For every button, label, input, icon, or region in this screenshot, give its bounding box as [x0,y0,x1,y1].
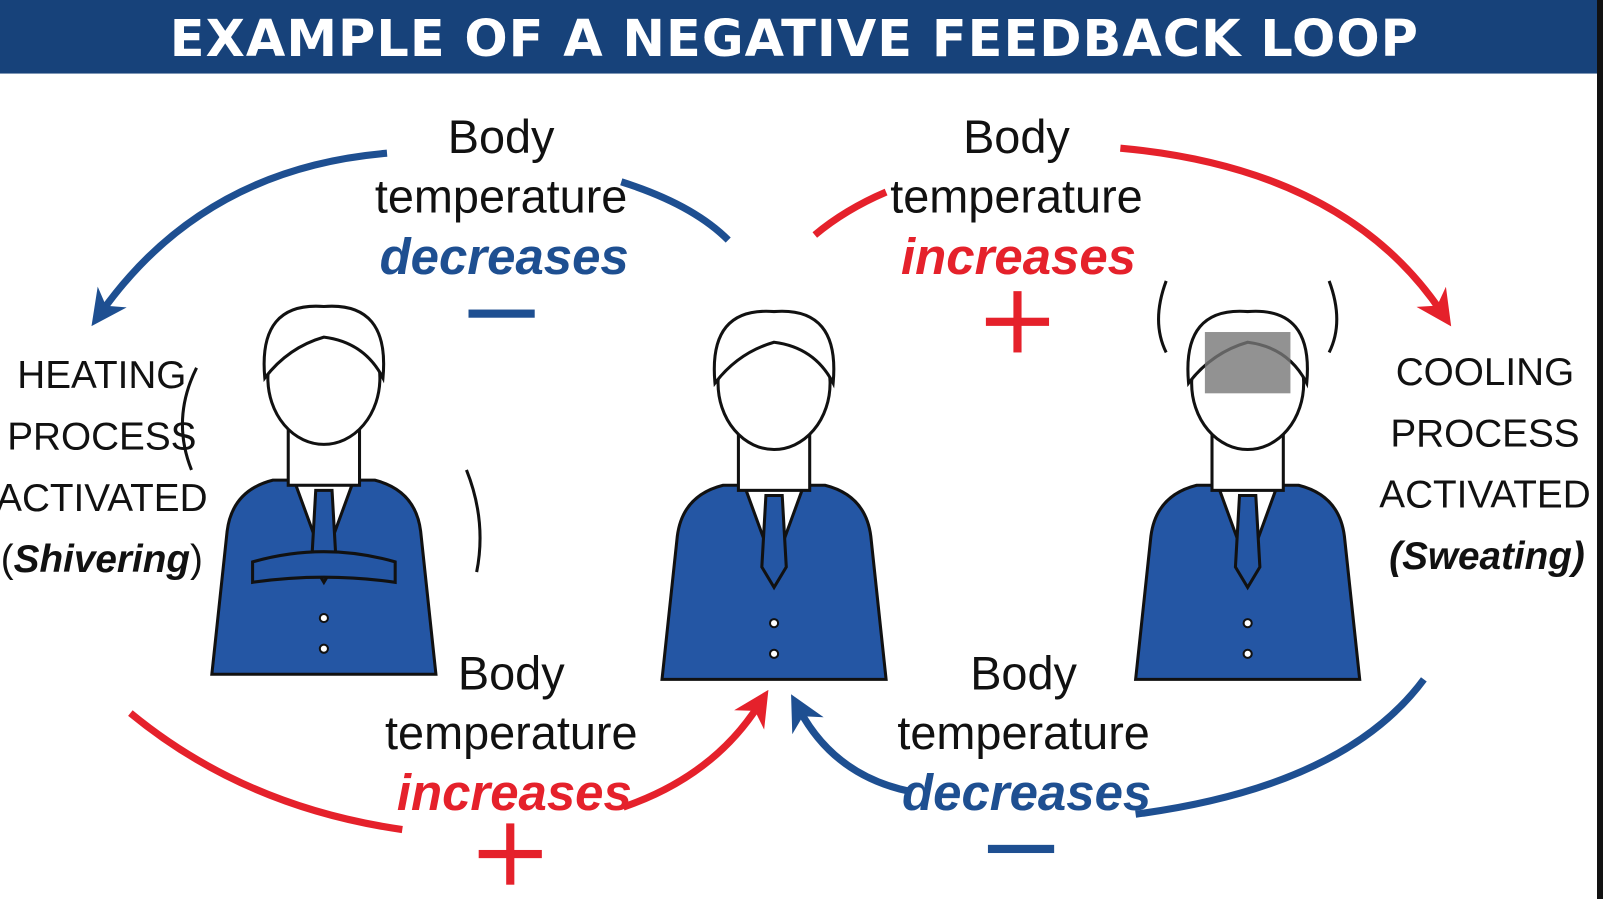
svg-text:increases: increases [397,764,632,821]
arrow-to-cooling [1120,144,1452,327]
svg-text:ACTIVATED: ACTIVATED [1379,474,1590,517]
sweating-person [1134,280,1362,681]
label-bottom-left: Body temperature increases [385,648,638,822]
heating-process-label: HEATING PROCESS ACTIVATED (Shivering) [0,354,208,581]
svg-text:Body: Body [448,111,555,163]
label-top-left: Body temperature decreases [375,111,629,285]
svg-text:temperature: temperature [897,707,1150,759]
title-banner [0,0,1597,74]
svg-text:decreases: decreases [380,228,629,285]
cooling-process-label: COOLING PROCESS ACTIVATED (Sweating) [1379,351,1590,578]
svg-text:temperature: temperature [375,170,628,222]
label-bottom-right: Body temperature decreases [897,648,1151,822]
arrow-cooling-to-normal [791,694,913,796]
svg-text:(Shivering): (Shivering) [1,538,203,581]
arrow-segment-bottom-left [128,710,403,834]
normal-person [660,309,888,681]
plus-sign-bottom [478,823,542,885]
svg-text:temperature: temperature [385,707,638,759]
minus-sign-top [468,309,535,318]
svg-text:ACTIVATED: ACTIVATED [0,477,208,520]
arrow-segment-top-right [812,188,888,238]
svg-text:HEATING: HEATING [17,354,186,397]
svg-text:Body: Body [970,648,1077,700]
label-top-right: Body temperature increases [890,111,1143,285]
svg-text:temperature: temperature [890,170,1143,222]
minus-sign-bottom [987,844,1055,854]
diagram-title: EXAMPLE OF A NEGATIVE FEEDBACK LOOP [170,10,1419,69]
svg-text:PROCESS: PROCESS [7,415,196,458]
shivering-person [180,304,482,676]
svg-text:Body: Body [458,648,565,700]
arrow-heating-to-normal [622,689,769,811]
arrow-to-heating [91,149,388,327]
arrow-segment-top-left [620,178,731,243]
plus-sign-top [985,291,1050,353]
svg-text:increases: increases [901,228,1136,285]
svg-text:COOLING: COOLING [1396,351,1574,394]
svg-text:(Sweating): (Sweating) [1389,535,1585,578]
arrow-segment-bottom-right [1135,677,1427,818]
svg-text:decreases: decreases [902,764,1151,821]
svg-text:PROCESS: PROCESS [1390,412,1579,455]
svg-text:Body: Body [963,111,1070,163]
